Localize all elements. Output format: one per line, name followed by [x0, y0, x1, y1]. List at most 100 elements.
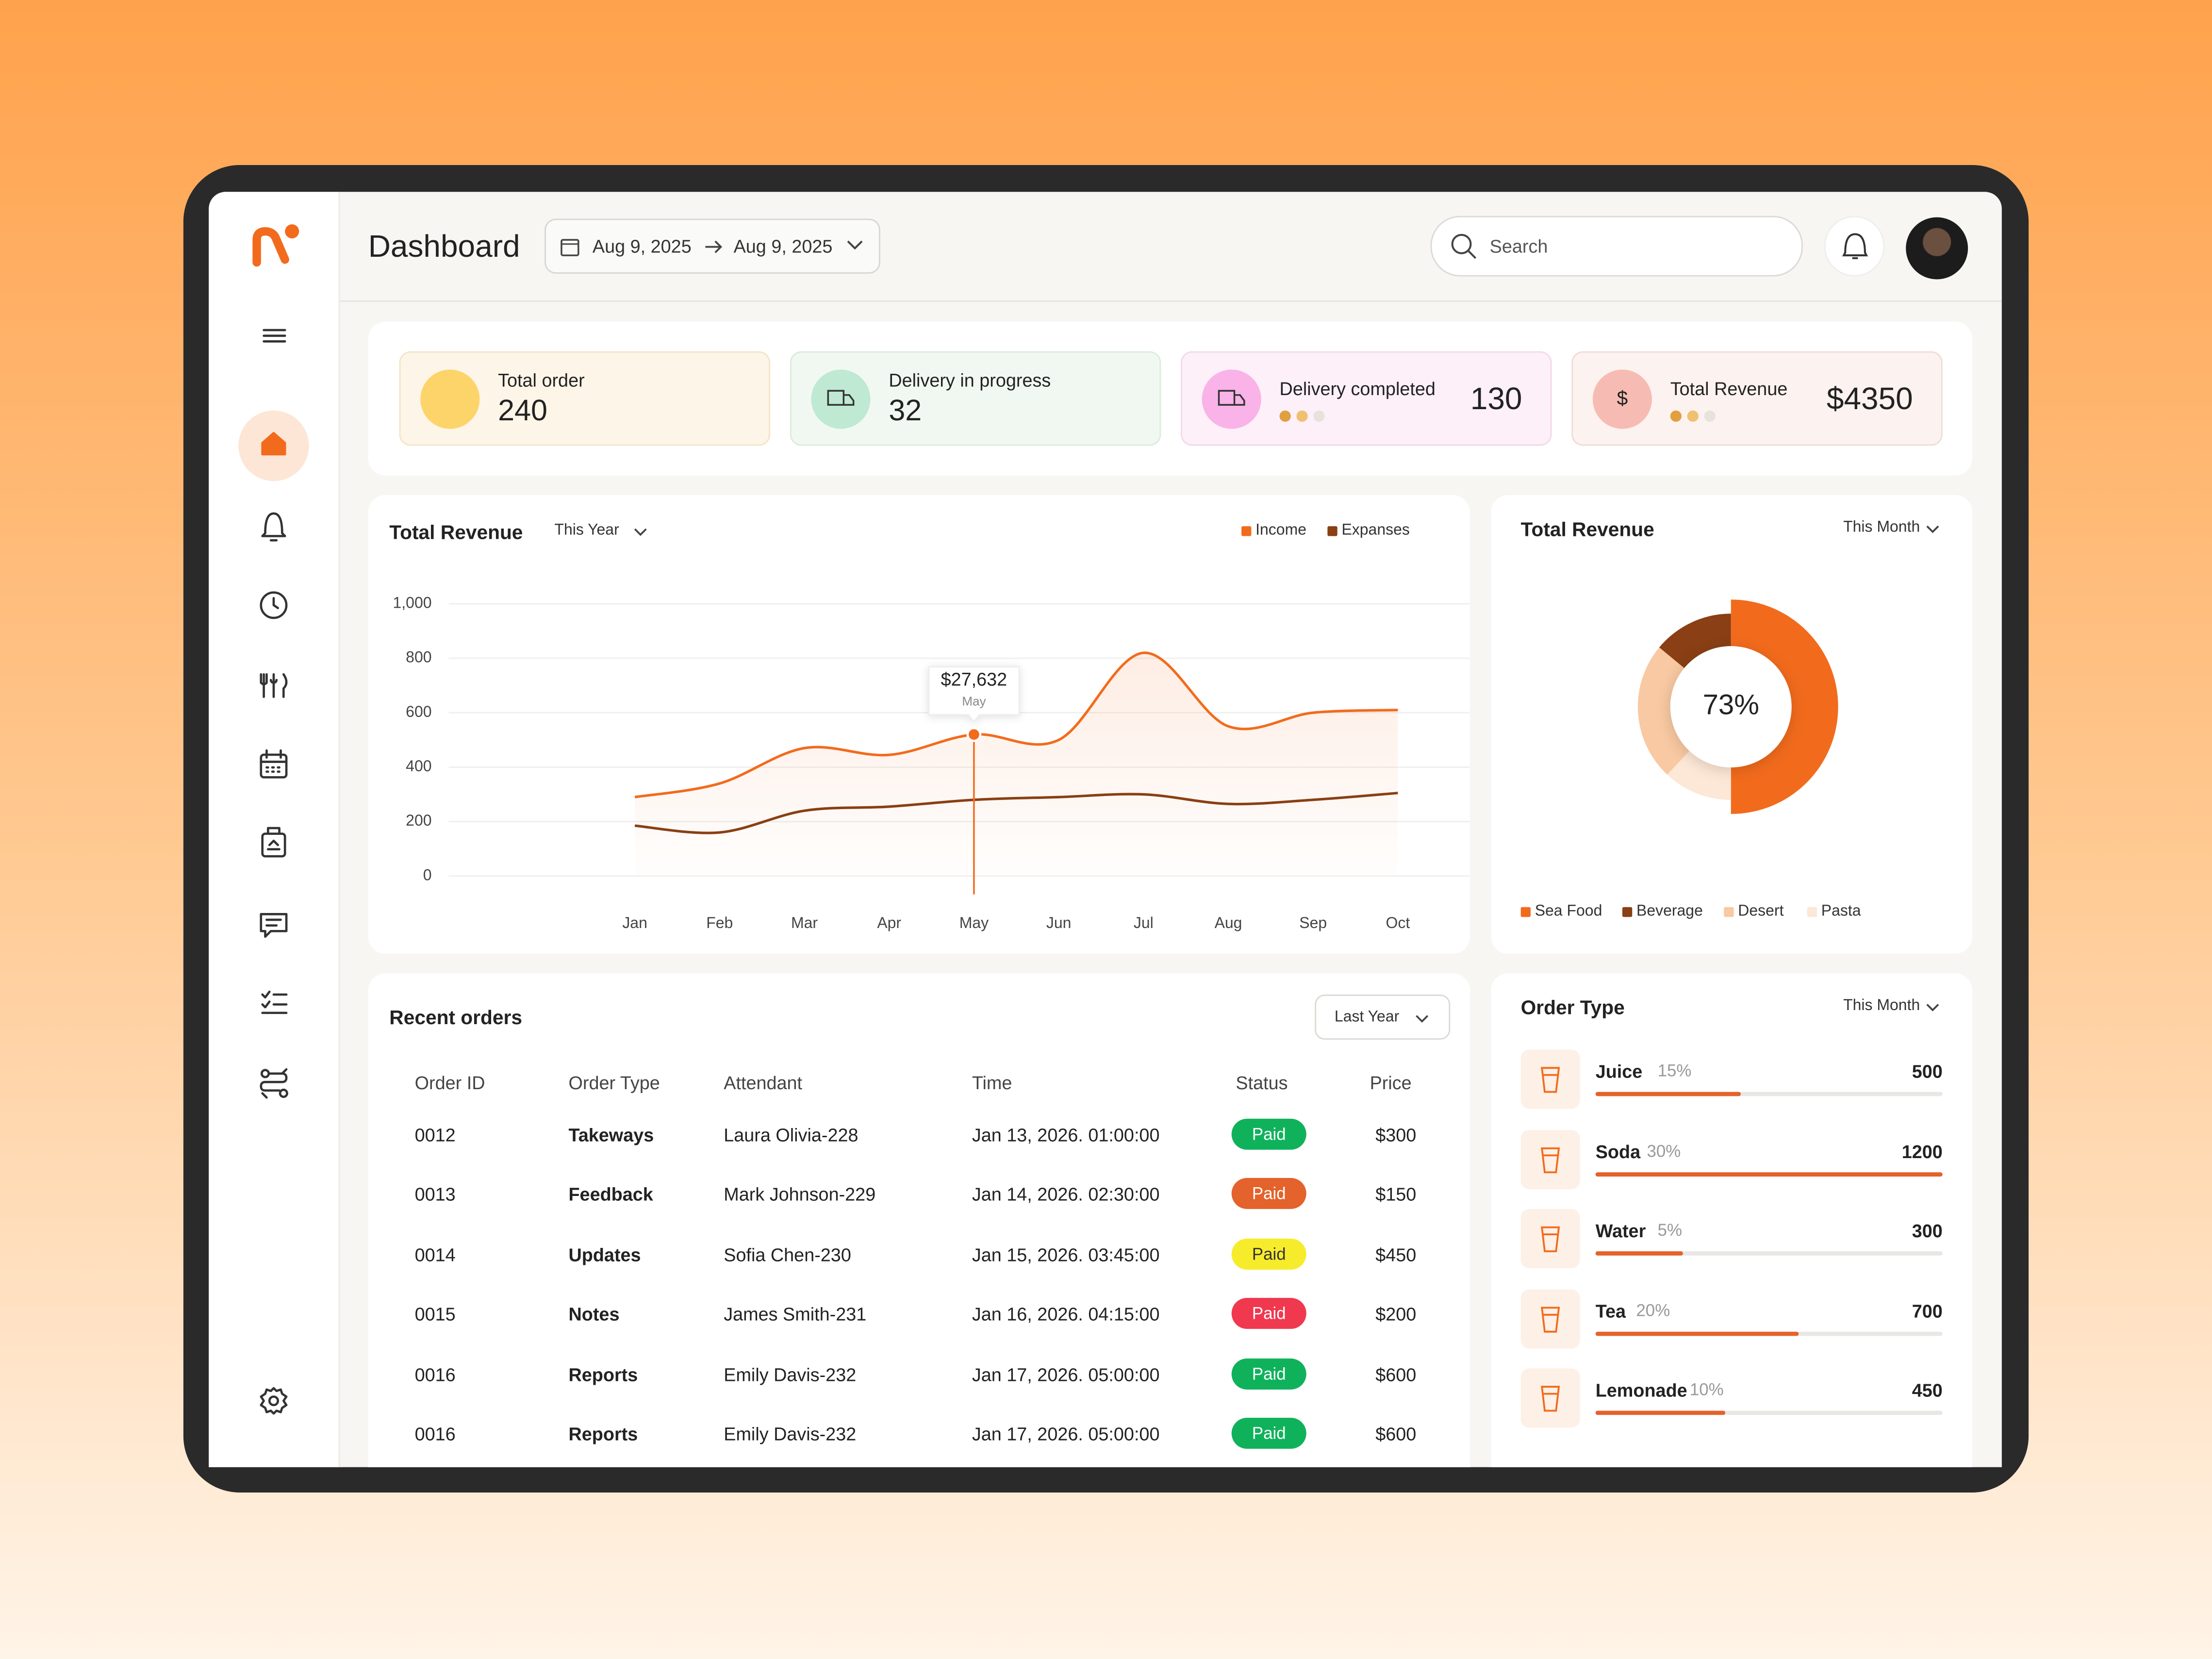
date-range[interactable]: Aug 9, 2025 Aug 9, 2025	[545, 218, 880, 274]
chevron-path	[1416, 1015, 1429, 1023]
bell-icon[interactable]	[261, 512, 286, 542]
kpi-label: Delivery in progress	[889, 369, 1051, 391]
table-cell: $600	[1375, 1363, 1417, 1385]
table-cell: 0013	[414, 1184, 456, 1206]
bar-track	[1595, 1410, 1943, 1415]
status-badge: Paid	[1231, 1178, 1306, 1210]
bag-icon[interactable]	[261, 827, 286, 858]
legend-label: Beverage	[1636, 903, 1703, 920]
clock-icon[interactable]	[260, 591, 288, 619]
status-badge: Paid	[1231, 1238, 1306, 1270]
table-cell: Jan 17, 2026. 05:00:00	[972, 1363, 1160, 1385]
item-name: Lemonade	[1595, 1379, 1687, 1401]
status-badge: Paid	[1231, 1298, 1306, 1329]
revenue-chart-card: Total Revenue This Year Income Expanses 0 200…	[368, 495, 1470, 954]
item-share: 5%	[1657, 1220, 1683, 1240]
truck-glyph	[1218, 390, 1245, 406]
table-cell: Emily Davis-232	[724, 1363, 857, 1385]
bar-track	[1595, 1251, 1943, 1256]
period-select[interactable]: This Month	[1843, 997, 1920, 1014]
series-line	[634, 792, 1398, 834]
series-line	[634, 651, 1398, 798]
donut-center	[1670, 646, 1792, 768]
drink-path	[1541, 1306, 1560, 1332]
table-cell: $150	[1375, 1184, 1417, 1206]
kpi-label: Total order	[498, 369, 585, 391]
x-tick-label: Apr	[877, 914, 901, 931]
table-cell: Jan 15, 2026. 03:45:00	[972, 1244, 1160, 1265]
route-icon[interactable]	[260, 1068, 288, 1099]
search-glyph	[1451, 233, 1477, 259]
home-icon[interactable]	[261, 431, 286, 456]
y-tick-label: 400	[406, 757, 431, 775]
drink-path	[1541, 1067, 1560, 1093]
legend-swatch	[1622, 907, 1633, 917]
settings-icon[interactable]	[260, 1387, 288, 1415]
table-cell: $450	[1375, 1244, 1417, 1265]
notifications[interactable]	[1824, 216, 1885, 277]
arrow	[705, 240, 723, 253]
table-cell: Takeways	[568, 1124, 654, 1146]
avatar[interactable]	[1906, 217, 1968, 280]
screen: Dashboard Aug 9, 2025 Aug 9, 2025 Search…	[209, 192, 2002, 1467]
sidebar	[209, 192, 340, 1467]
drink-glyph	[1541, 1146, 1560, 1173]
chat-icon[interactable]	[260, 913, 288, 938]
legend-swatch	[1241, 526, 1252, 536]
status-badge: Paid	[1231, 1358, 1306, 1389]
item-icon	[1520, 1289, 1580, 1348]
item-value: 1200	[1901, 1140, 1943, 1162]
drink-glyph	[1541, 1226, 1560, 1252]
item-share: 15%	[1657, 1061, 1692, 1081]
y-tick-label: 600	[406, 703, 431, 720]
item-icon	[1520, 1129, 1580, 1189]
drink-glyph	[1541, 1067, 1560, 1093]
legend-label: Desert	[1738, 903, 1784, 920]
item-name: Water	[1595, 1220, 1646, 1242]
kpi-card: $ Total Revenue $4350	[1571, 351, 1943, 446]
calendar-icon[interactable]	[260, 749, 288, 779]
bar-track	[1595, 1092, 1943, 1096]
legend-label: Income	[1255, 522, 1307, 539]
column-header: Order Type	[568, 1072, 660, 1094]
kpi-label: Delivery completed	[1279, 378, 1436, 399]
period-select[interactable]: Last Year	[1315, 995, 1451, 1040]
bell-glyph	[1842, 233, 1868, 259]
item-name: Tea	[1595, 1300, 1626, 1321]
recent-orders-card: Recent orders Last Year Order ID Order Type…	[368, 973, 1470, 1467]
table-cell: Reports	[568, 1423, 638, 1445]
truck-path	[1218, 390, 1245, 406]
x-tick-label: May	[959, 914, 989, 931]
period-select[interactable]: This Year	[554, 522, 619, 539]
search[interactable]: Search	[1430, 216, 1803, 277]
period-select[interactable]: This Month	[1843, 519, 1920, 536]
table-cell: Jan 17, 2026. 05:00:00	[972, 1423, 1160, 1445]
donut-segment	[1667, 747, 1731, 800]
page-title: Dashboard	[368, 228, 520, 264]
x-tick-label: Aug	[1215, 914, 1242, 931]
kpi-icon: $	[1592, 369, 1652, 429]
tasks-icon[interactable]	[261, 990, 288, 1014]
table-cell: Feedback	[568, 1184, 653, 1206]
drink-path	[1541, 1226, 1560, 1252]
y-tick-label: 200	[406, 812, 431, 829]
menu-items-icon[interactable]	[260, 673, 288, 698]
line-chart: 0 200 400 600 800 1,000 Jan Feb Mar Apr May Jun Jul A…	[393, 594, 1470, 931]
sidebar-icons	[238, 224, 309, 1415]
date-from: Aug 9, 2025	[592, 235, 692, 257]
legend-swatch	[1807, 907, 1817, 917]
x-tick-label: Oct	[1386, 914, 1410, 931]
tooltip-category: May	[962, 694, 986, 708]
item-share: 30%	[1647, 1140, 1681, 1161]
kpi-card: Total order 240	[399, 351, 771, 446]
menu-icon[interactable]	[263, 329, 286, 343]
bar-fill	[1595, 1092, 1740, 1096]
pager-dot	[1279, 410, 1291, 422]
x-tick-label: Feb	[706, 914, 733, 931]
kpi-icon-text: $	[1617, 386, 1628, 409]
kpi-value: $4350	[1826, 381, 1913, 416]
item-name: Soda	[1595, 1140, 1641, 1162]
chevron	[1926, 1004, 1939, 1012]
x-tick-label: Jun	[1046, 914, 1072, 931]
